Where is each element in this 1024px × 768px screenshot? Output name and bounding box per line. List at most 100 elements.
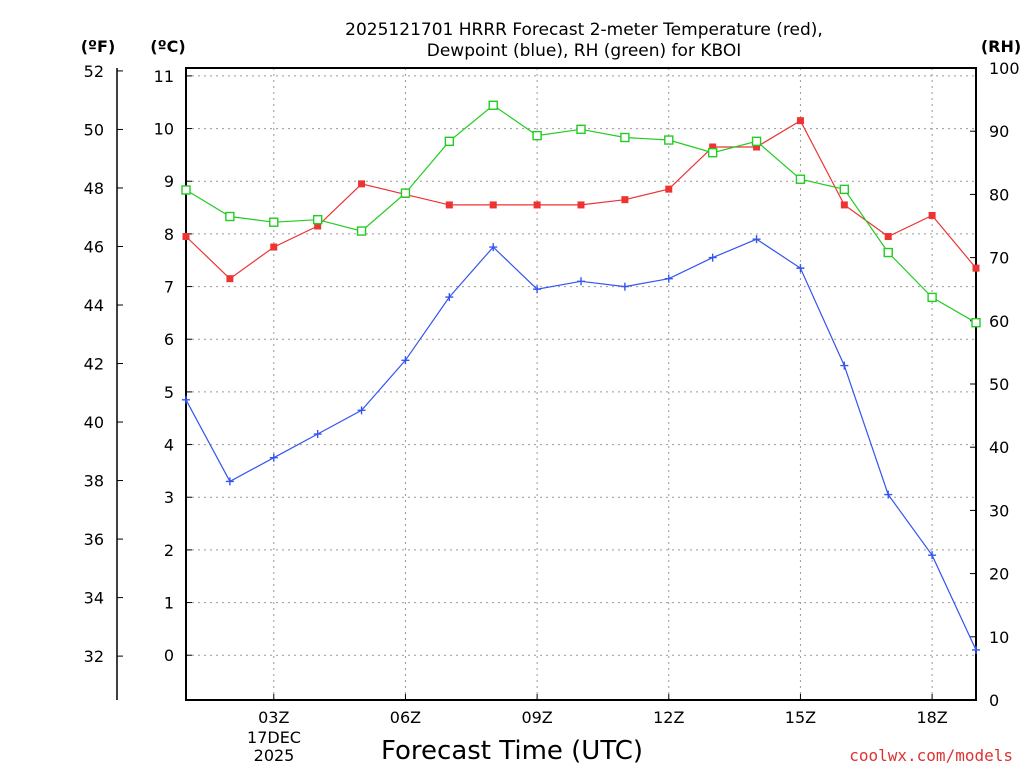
fahrenheit-tick-label: 34 bbox=[84, 589, 104, 608]
chart-title-line-2: Dewpoint (blue), RH (green) for KBOI bbox=[427, 41, 741, 61]
celsius-tick-label: 6 bbox=[164, 330, 174, 349]
2-meter-temperature-point bbox=[182, 233, 190, 241]
plot-frame bbox=[185, 67, 977, 701]
2-meter-temperature-point bbox=[665, 185, 673, 193]
2-meter-temperature-point bbox=[577, 201, 585, 209]
fahrenheit-tick-label: 48 bbox=[84, 179, 104, 198]
celsius-tick-label: 8 bbox=[164, 225, 174, 244]
rh-point bbox=[927, 292, 937, 303]
dewpoint-point bbox=[225, 477, 234, 486]
2-meter-temperature-point bbox=[840, 201, 848, 209]
celsius-tick-label: 3 bbox=[164, 488, 174, 507]
celsius-tick-label: 0 bbox=[164, 646, 174, 665]
x-tick-label: 03Z bbox=[258, 708, 289, 727]
rh-point bbox=[620, 132, 630, 143]
dewpoint-point bbox=[752, 235, 761, 244]
dewpoint-point bbox=[664, 274, 673, 283]
fahrenheit-tick-label: 42 bbox=[84, 355, 104, 374]
2-meter-temperature-point bbox=[445, 201, 453, 209]
fahrenheit-tick-label: 46 bbox=[84, 237, 104, 256]
celsius-tick-label: 9 bbox=[164, 172, 174, 191]
rh-tick-label: 80 bbox=[989, 185, 1009, 204]
axes bbox=[116, 67, 977, 701]
fahrenheit-tick-label: 50 bbox=[84, 120, 104, 139]
2-meter-temperature-line bbox=[185, 119, 977, 280]
dewpoint-point bbox=[357, 406, 366, 415]
fahrenheit-tick-label: 32 bbox=[84, 647, 104, 666]
rh-point bbox=[971, 317, 981, 328]
fahrenheit-unit-label: (ºF) bbox=[81, 37, 116, 56]
fahrenheit-tick-label: 40 bbox=[84, 413, 104, 432]
2-meter-temperature-point bbox=[796, 117, 804, 125]
rh-tick-label: 100 bbox=[989, 59, 1020, 78]
chart-title-line-1: 2025121701 HRRR Forecast 2-meter Tempera… bbox=[345, 20, 823, 40]
rh-point bbox=[444, 136, 455, 147]
rh-tick-label: 60 bbox=[989, 312, 1009, 331]
rh-point bbox=[269, 217, 279, 227]
2-meter-temperature-point bbox=[489, 201, 497, 209]
x-tick-label: 09Z bbox=[521, 708, 552, 727]
dewpoint-point bbox=[708, 253, 717, 262]
2-meter-temperature-point bbox=[314, 222, 322, 230]
2-meter-temperature-point bbox=[928, 211, 936, 219]
2-meter-temperature-point bbox=[972, 264, 980, 272]
dewpoint-point bbox=[445, 293, 454, 302]
rh-unit-label: (RH) bbox=[981, 37, 1021, 56]
rh-tick-label: 50 bbox=[989, 375, 1009, 394]
rh-tick-label: 10 bbox=[989, 628, 1009, 647]
series-layer bbox=[181, 100, 981, 654]
credit-text: coolwx.com/models bbox=[849, 746, 1013, 765]
tick-labels: 03Z 06Z 09Z 12Z 15Z 18Z0123456789101132343638… bbox=[84, 59, 1020, 727]
dewpoint-line bbox=[185, 238, 977, 651]
rh-point bbox=[356, 226, 367, 236]
2-meter-temperature-point bbox=[270, 243, 278, 251]
rh-tick-label: 90 bbox=[989, 122, 1009, 141]
dewpoint-point bbox=[401, 356, 410, 365]
rh-point bbox=[225, 211, 235, 222]
x-tick-label: 06Z bbox=[390, 708, 421, 727]
rh-point bbox=[532, 130, 542, 141]
rh-tick-label: 40 bbox=[989, 438, 1009, 457]
celsius-tick-label: 10 bbox=[154, 120, 174, 139]
2-meter-temperature-point bbox=[753, 143, 761, 151]
dewpoint-point bbox=[884, 490, 893, 499]
rh-point bbox=[751, 136, 762, 147]
x-tick-label: 15Z bbox=[785, 708, 816, 727]
rh-point bbox=[400, 188, 411, 198]
fahrenheit-tick-label: 38 bbox=[84, 472, 104, 491]
2-meter-temperature-point bbox=[621, 196, 629, 204]
rh-point bbox=[883, 247, 893, 258]
2-meter-temperature-point bbox=[226, 275, 234, 283]
fahrenheit-tick-label: 36 bbox=[84, 530, 104, 549]
fahrenheit-tick-label: 52 bbox=[84, 62, 104, 81]
celsius-tick-label: 4 bbox=[164, 436, 174, 455]
2-meter-temperature-point bbox=[533, 201, 541, 209]
rh-point bbox=[795, 174, 806, 184]
rh-tick-label: 0 bbox=[989, 691, 999, 710]
fahrenheit-tick-label: 44 bbox=[84, 296, 104, 315]
x-tick-label: 18Z bbox=[916, 708, 947, 727]
rh-tick-label: 70 bbox=[989, 249, 1009, 268]
rh-point bbox=[839, 184, 850, 195]
dewpoint-point bbox=[972, 645, 980, 654]
rh-point bbox=[707, 147, 718, 158]
x-date-line-1: 17DEC bbox=[247, 728, 301, 747]
celsius-tick-label: 11 bbox=[154, 67, 174, 86]
dewpoint-point bbox=[577, 277, 585, 286]
x-axis-label: Forecast Time (UTC) bbox=[381, 736, 643, 766]
2-meter-temperature-point bbox=[884, 233, 892, 241]
2-meter-temperature-point bbox=[709, 143, 717, 151]
dewpoint-point bbox=[840, 361, 849, 370]
2-meter-temperature-point bbox=[358, 180, 366, 188]
dewpoint-point bbox=[620, 282, 629, 291]
rh-point bbox=[488, 100, 498, 110]
x-tick-label: 12Z bbox=[653, 708, 684, 727]
celsius-tick-label: 2 bbox=[164, 541, 174, 560]
dewpoint-point bbox=[182, 395, 190, 404]
dewpoint-point bbox=[269, 453, 278, 462]
rh-tick-label: 30 bbox=[989, 501, 1009, 520]
celsius-tick-label: 5 bbox=[164, 383, 174, 402]
grid-lines bbox=[186, 68, 976, 700]
rh-point bbox=[181, 185, 191, 195]
rh-point bbox=[664, 135, 674, 145]
